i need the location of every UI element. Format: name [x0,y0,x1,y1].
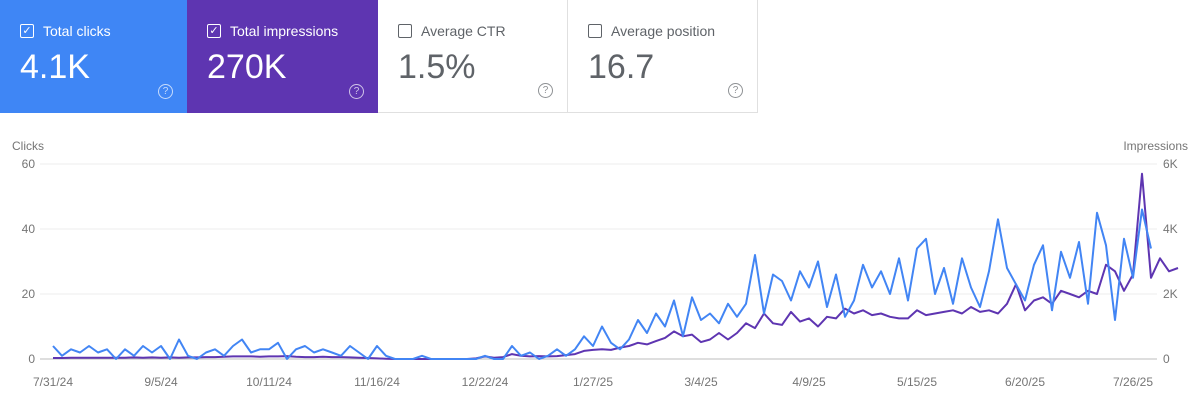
checkbox-checked-icon[interactable]: ✓ [20,24,34,38]
right-axis-title: Impressions [1123,139,1188,153]
checkbox-checked-icon[interactable]: ✓ [207,24,221,38]
left-axis-title: Clicks [12,139,44,153]
card-value: 270K [207,48,287,86]
card-label: Total clicks [43,23,111,39]
card-label: Average position [611,23,716,39]
x-tick-label: 1/27/25 [573,375,613,389]
x-tick-label: 11/16/24 [354,375,400,389]
x-tick-label: 4/9/25 [792,375,826,389]
left-tick-label: 0 [28,352,35,366]
help-icon[interactable]: ? [158,84,173,99]
card-value: 16.7 [588,48,655,86]
card-label: Average CTR [421,23,506,39]
help-icon[interactable]: ? [349,84,364,99]
x-tick-label: 5/15/25 [897,375,937,389]
x-tick-label: 7/31/24 [33,375,73,389]
x-tick-label: 3/4/25 [684,375,718,389]
right-tick-label: 2K [1163,287,1178,301]
card-total-impressions[interactable]: ✓ Total impressions 270K ? [187,0,378,113]
right-tick-label: 0 [1163,352,1170,366]
series-line-clicks [52,208,1152,360]
series-line-impressions [53,172,1179,360]
x-tick-label: 12/22/24 [462,375,509,389]
help-icon[interactable]: ? [538,83,553,98]
checkbox-unchecked-icon[interactable] [398,24,412,38]
card-value: 1.5% [398,48,476,86]
x-tick-label: 10/11/24 [246,375,292,389]
help-icon[interactable]: ? [728,83,743,98]
metric-cards: ✓ Total clicks 4.1K ? ✓ Total impression… [0,0,758,113]
left-tick-label: 20 [22,287,36,301]
x-tick-label: 9/5/24 [144,375,178,389]
card-average-ctr[interactable]: Average CTR 1.5% ? [378,0,568,113]
x-tick-label: 7/26/25 [1113,375,1153,389]
left-tick-label: 60 [22,157,36,171]
card-label: Total impressions [230,23,339,39]
x-tick-label: 6/20/25 [1005,375,1045,389]
left-tick-label: 40 [22,222,36,236]
card-average-position[interactable]: Average position 16.7 ? [568,0,758,113]
checkbox-unchecked-icon[interactable] [588,24,602,38]
card-value: 4.1K [20,48,90,86]
right-tick-label: 4K [1163,222,1178,236]
right-tick-label: 6K [1163,157,1178,171]
card-total-clicks[interactable]: ✓ Total clicks 4.1K ? [0,0,187,113]
